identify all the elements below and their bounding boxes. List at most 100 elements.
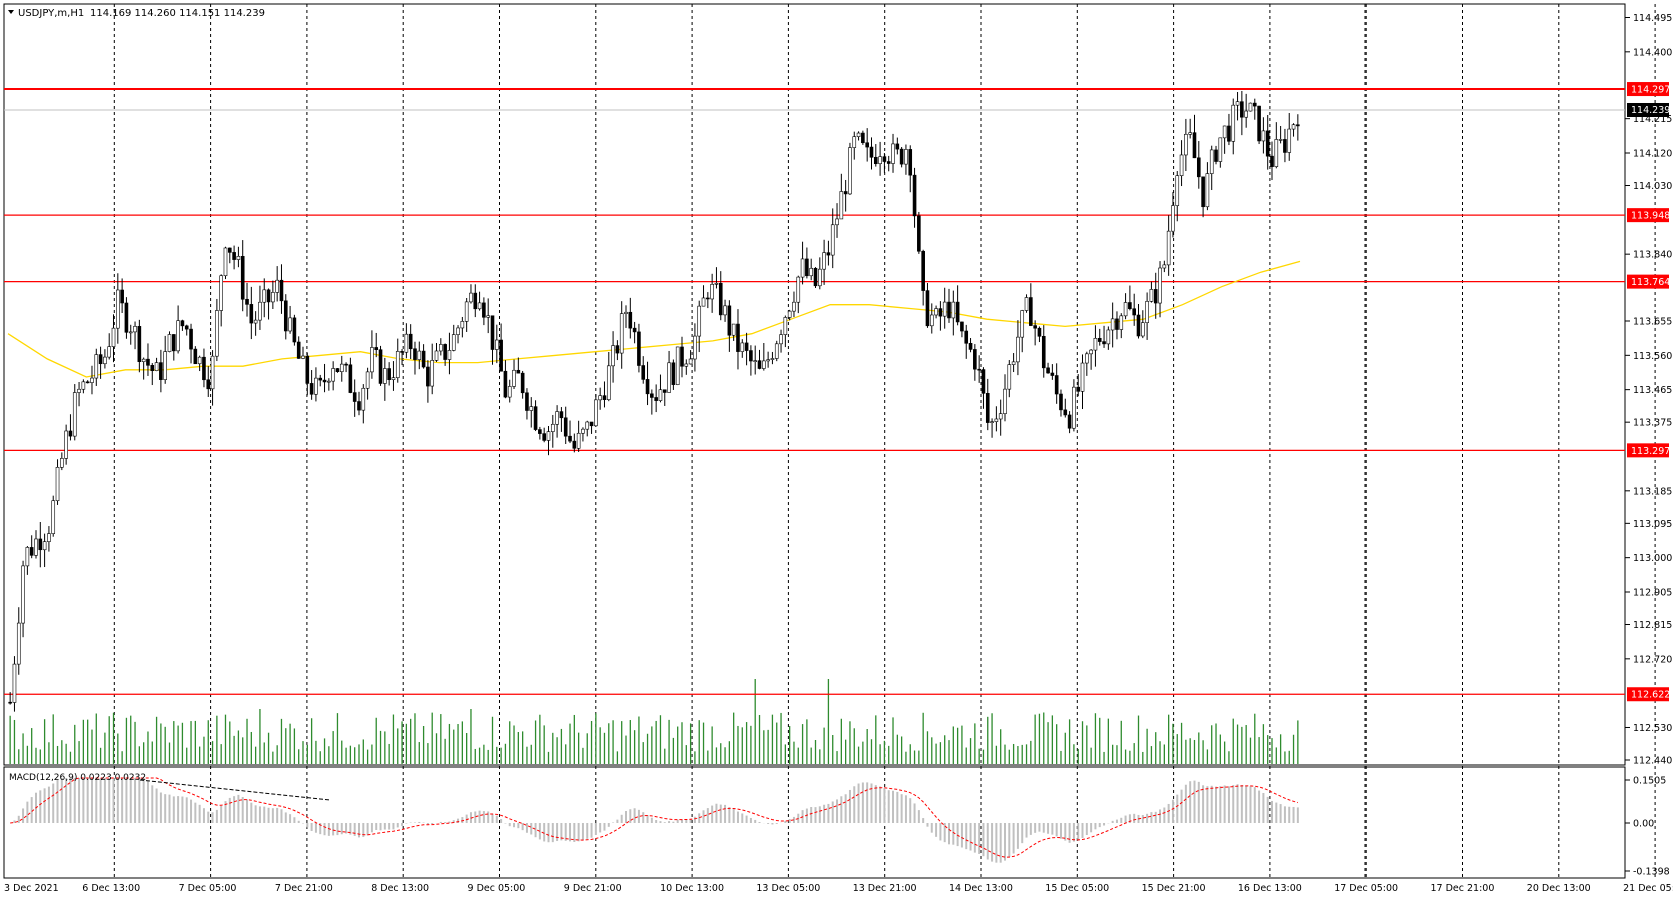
- candle-body: [538, 429, 542, 434]
- candle-body: [662, 389, 667, 393]
- candle-body: [576, 432, 581, 449]
- candle-body: [805, 258, 809, 277]
- price-tick-label: 113.185: [1633, 486, 1672, 497]
- symbol-label: USDJPY,m,H1: [18, 8, 84, 19]
- candle-body: [21, 565, 25, 624]
- candle-body: [395, 351, 400, 378]
- candle-body: [955, 301, 960, 323]
- candle-body: [1145, 301, 1149, 323]
- candle-body: [602, 395, 607, 400]
- candle-body: [77, 388, 81, 393]
- time-tick-label: 15 Dec 05:00: [1045, 883, 1109, 894]
- candle-body: [288, 317, 292, 332]
- candle-body: [1196, 157, 1201, 178]
- candle-body: [365, 371, 370, 389]
- candle-body: [783, 317, 788, 335]
- candle-body: [1140, 322, 1145, 337]
- candle-body: [1007, 364, 1012, 390]
- candle-body: [718, 283, 723, 316]
- candle-body: [641, 365, 646, 380]
- candle-body: [938, 308, 943, 317]
- candle-body: [103, 356, 107, 365]
- macd-label: MACD(12,26,9) 0.0223 0.0232: [9, 773, 146, 783]
- candle-body: [968, 342, 973, 350]
- candle-body: [1231, 104, 1236, 142]
- candle-body: [1153, 289, 1158, 304]
- candle-body: [792, 301, 796, 312]
- price-tick-label: 112.720: [1633, 654, 1672, 665]
- candle-body: [374, 347, 379, 350]
- price-plot-area[interactable]: [3, 3, 1626, 766]
- candle-body: [404, 333, 409, 353]
- candle-body: [917, 215, 921, 252]
- level-tag-label: 114.297: [1631, 85, 1670, 96]
- candle-body: [990, 421, 994, 423]
- candle-body: [667, 362, 671, 393]
- candle-body: [189, 328, 193, 350]
- candle-body: [1278, 139, 1283, 141]
- candle-body: [611, 345, 615, 367]
- candle-body: [167, 334, 172, 352]
- price-tick-label: 113.465: [1633, 385, 1672, 396]
- candle-body: [731, 323, 736, 336]
- macd-tick-label: 0.1505: [1633, 776, 1666, 787]
- candle-body: [650, 393, 654, 398]
- candle-body: [94, 354, 99, 379]
- level-tag: [1627, 687, 1669, 702]
- candle-body: [283, 300, 288, 332]
- time-tick-label: 7 Dec 21:00: [275, 883, 333, 894]
- candle-body: [796, 276, 801, 303]
- time-tick-label: 21 Dec 05:00: [1623, 883, 1673, 894]
- macd-indicator: [10, 777, 1299, 863]
- candle-body: [1033, 325, 1037, 329]
- candle-body: [740, 342, 745, 352]
- candle-body: [736, 323, 740, 352]
- candle-body: [964, 330, 969, 344]
- candle-body: [637, 331, 641, 366]
- candle-body: [202, 356, 206, 381]
- candle-body: [624, 311, 628, 314]
- candle-body: [1287, 128, 1292, 153]
- candle-body: [309, 383, 314, 395]
- candle-body: [525, 392, 529, 411]
- candle-body: [184, 325, 189, 330]
- candle-body: [822, 252, 826, 270]
- candle-body: [753, 360, 758, 362]
- dropdown-triangle-icon[interactable]: [8, 10, 14, 14]
- level-tag-label: 113.948: [1631, 211, 1670, 222]
- candle-body: [1136, 314, 1141, 337]
- ohlc-label: 114.169 114.260 114.151 114.239: [90, 8, 265, 19]
- candle-body: [619, 313, 624, 354]
- candle-body: [766, 359, 770, 362]
- candle-body: [835, 218, 839, 226]
- candle-body: [1003, 388, 1007, 414]
- candle-body: [1037, 327, 1042, 337]
- candle-body: [107, 346, 112, 358]
- candle-body: [25, 547, 30, 567]
- time-tick-label: 9 Dec 05:00: [468, 883, 526, 894]
- candle-body: [473, 292, 478, 310]
- candle-body: [912, 174, 917, 217]
- candle-body: [331, 368, 335, 382]
- candle-body: [675, 346, 680, 385]
- candle-body: [464, 301, 469, 322]
- price-tick-label: 112.815: [1633, 620, 1672, 631]
- candle-body: [1046, 367, 1050, 374]
- candle-body: [848, 147, 852, 195]
- candle-body: [55, 467, 60, 502]
- candle-body: [998, 413, 1003, 420]
- candle-body: [1214, 149, 1218, 162]
- time-axis: 3 Dec 2021 6 Dec 13:00 7 Dec 05:00 7 Dec 21…: [4, 883, 1673, 894]
- candle-body: [348, 364, 353, 393]
- candle-body: [1050, 372, 1055, 376]
- candle-body: [507, 386, 512, 398]
- candle-body: [830, 224, 835, 256]
- candle-body: [490, 315, 495, 350]
- price-tick-label: 113.840: [1633, 250, 1672, 261]
- candle-body: [258, 301, 262, 321]
- candle-body: [688, 358, 693, 365]
- candle-body: [271, 292, 275, 303]
- candle-body: [852, 136, 857, 148]
- time-tick-label: 6 Dec 13:00: [82, 883, 140, 894]
